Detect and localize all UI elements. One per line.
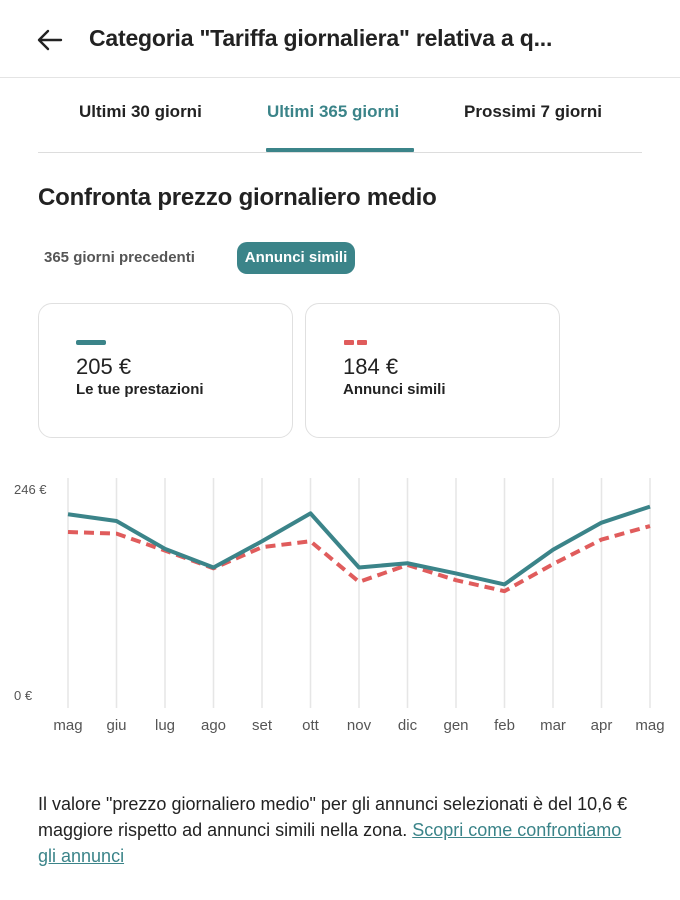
similar-listings-card: 184 € Annunci simili: [305, 303, 560, 438]
x-tick-label: gen: [443, 717, 468, 734]
x-tick-label: mar: [540, 717, 566, 734]
similar-price-value: 184 €: [343, 354, 399, 379]
x-tick-label: giu: [106, 717, 126, 734]
x-tick-label: mag: [53, 717, 82, 734]
active-tab-indicator: [266, 148, 414, 152]
filter-previous-365-days[interactable]: 365 giorni precedenti: [44, 249, 195, 266]
x-tick-label: lug: [155, 717, 175, 734]
arrow-left-icon: [37, 29, 63, 51]
x-tick-label: apr: [591, 717, 613, 734]
similar-price-label: Annunci simili: [343, 381, 446, 398]
back-button[interactable]: [30, 22, 70, 58]
your-performance-card: 205 € Le tue prestazioni: [38, 303, 293, 438]
comparison-note: Il valore "prezzo giornaliero medio" per…: [38, 791, 638, 869]
y-tick-max: 246 €: [14, 482, 47, 497]
period-tabs: Ultimi 30 giorni Ultimi 365 giorni Pross…: [38, 92, 642, 153]
x-tick-label: dic: [398, 717, 418, 734]
tab-last-30-days[interactable]: Ultimi 30 giorni: [79, 102, 202, 121]
filter-similar-listings[interactable]: Annunci simili: [237, 242, 355, 274]
solid-line-legend-icon: [76, 340, 106, 345]
price-line-chart: 246 € 0 € mag giu lug ago set ott nov dic gen feb ma…: [14, 478, 665, 734]
tab-next-7-days[interactable]: Prossimi 7 giorni: [464, 102, 602, 121]
top-bar: Categoria "Tariffa giornaliera" relativa…: [0, 0, 680, 78]
page-title: Categoria "Tariffa giornaliera" relativa…: [89, 25, 553, 51]
x-tick-label: ott: [302, 717, 320, 734]
comparison-note-text: Il valore "prezzo giornaliero medio" per…: [38, 794, 628, 840]
learn-more-link[interactable]: Scopri come confrontiamo gli annunci: [38, 820, 622, 866]
x-tick-label: set: [252, 717, 273, 734]
dashed-line-legend-icon: [344, 340, 368, 345]
y-tick-zero: 0 €: [14, 688, 33, 703]
x-tick-label: ago: [201, 717, 226, 734]
your-price-label: Le tue prestazioni: [76, 381, 204, 398]
tab-last-365-days[interactable]: Ultimi 365 giorni: [267, 102, 400, 121]
x-tick-label: feb: [494, 717, 515, 734]
your-price-value: 205 €: [76, 354, 132, 379]
section-title: Confronta prezzo giornaliero medio: [38, 184, 437, 211]
x-tick-label: nov: [347, 717, 372, 734]
x-tick-label: mag: [635, 717, 664, 734]
